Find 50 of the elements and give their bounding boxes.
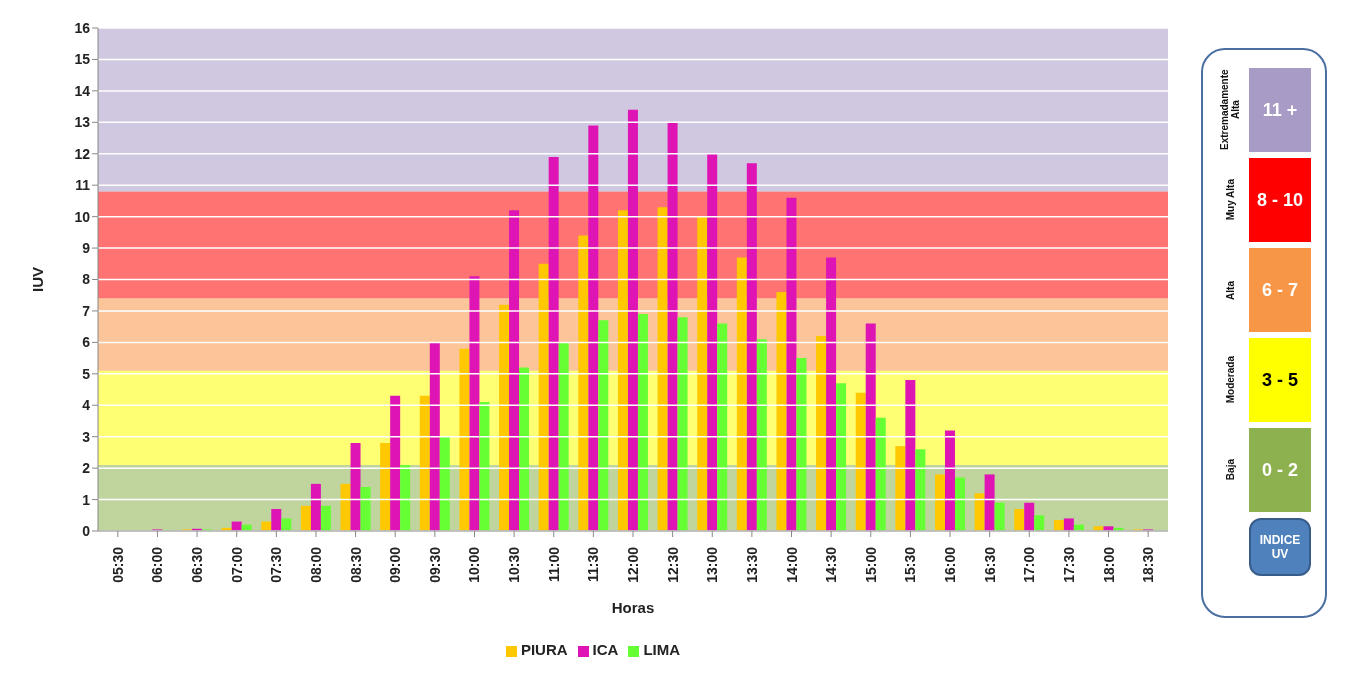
legend-label: ICA <box>592 641 619 658</box>
x-tick-label: 10:00 <box>466 546 483 583</box>
y-tick-label: 13 <box>74 114 91 131</box>
x-tick-label: 11:30 <box>585 546 602 583</box>
y-tick-label: 6 <box>82 334 91 351</box>
x-tick-label: 07:30 <box>268 546 285 583</box>
x-tick-label: 08:00 <box>307 546 324 583</box>
y-tick-label: 7 <box>82 302 91 319</box>
x-tick-label: 12:30 <box>664 546 681 583</box>
x-tick-label: 18:00 <box>1100 546 1117 583</box>
y-tick-label: 3 <box>82 428 91 445</box>
x-tick-label: 07:00 <box>228 546 245 583</box>
y-tick-label: 5 <box>82 365 91 382</box>
uv-index-card: Extremadamente Alta 11 + Muy Alta 8 - 10 Alta 6 - 7 Moderada 3 - 5 Baja 0 - 2 INDICE UV <box>1201 48 1327 618</box>
y-tick-label: 1 <box>82 491 91 508</box>
x-tick-label: 06:00 <box>149 546 166 583</box>
y-axis-title: IUV <box>29 266 47 293</box>
x-tick-label: 09:30 <box>426 546 443 583</box>
x-tick-label: 15:30 <box>902 546 919 583</box>
x-tick-label: 16:30 <box>981 546 998 583</box>
y-tick-label: 8 <box>82 271 91 288</box>
x-tick-label: 06:30 <box>189 546 206 583</box>
y-tick-label: 11 <box>75 177 91 194</box>
y-tick-label: 9 <box>82 240 91 257</box>
x-tick-label: 14:30 <box>823 546 840 583</box>
x-tick-label: 13:30 <box>743 546 760 583</box>
x-tick-label: 15:00 <box>862 546 879 583</box>
y-tick-label: 12 <box>74 145 91 162</box>
y-tick-label: 4 <box>82 397 91 414</box>
x-tick-label: 08:30 <box>347 546 364 583</box>
y-tick-label: 15 <box>74 51 91 68</box>
legend-label: PIURA <box>520 641 568 658</box>
y-tick-label: 2 <box>82 460 91 477</box>
x-tick-label: 14:00 <box>783 546 800 583</box>
x-tick-label: 18:30 <box>1140 546 1157 583</box>
x-tick-label: 10:30 <box>506 546 523 583</box>
x-tick-label: 05:30 <box>109 546 126 583</box>
x-tick-label: 16:00 <box>942 546 959 583</box>
x-tick-label: 11:00 <box>545 546 562 583</box>
x-tick-label: 09:00 <box>387 546 404 583</box>
y-tick-label: 0 <box>82 522 91 539</box>
x-tick-label: 13:00 <box>704 546 721 583</box>
y-tick-label: 14 <box>74 82 91 99</box>
y-tick-label: 10 <box>74 208 91 225</box>
x-tick-label: 12:00 <box>625 546 641 583</box>
legend-label: LIMA <box>643 641 681 658</box>
x-tick-label: 17:00 <box>1021 546 1038 583</box>
x-tick-label: 17:30 <box>1060 546 1077 583</box>
x-axis-title: Horas <box>611 599 655 616</box>
y-tick-label: 16 <box>74 19 91 36</box>
